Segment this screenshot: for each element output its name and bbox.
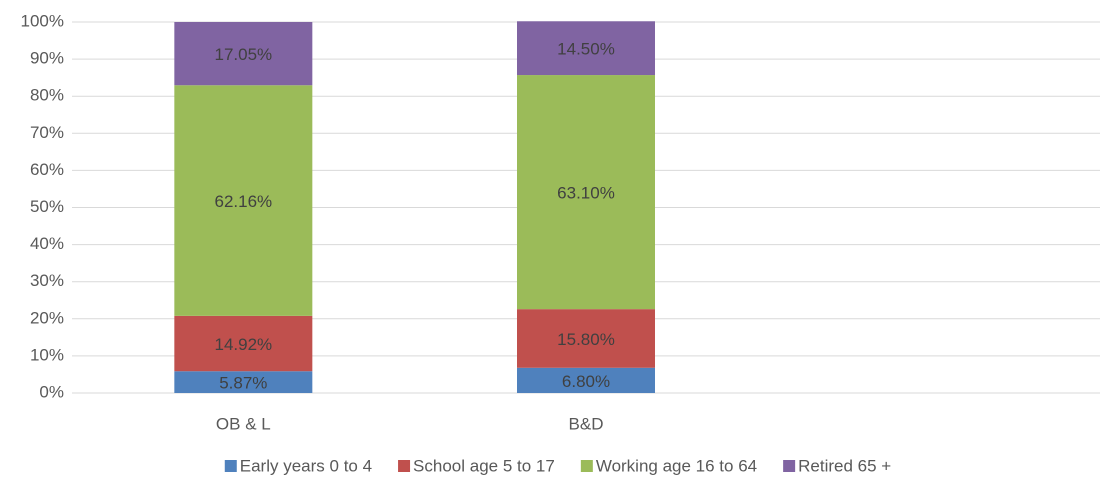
bar-segment xyxy=(174,371,313,393)
data-label: 62.16% xyxy=(214,192,272,211)
data-label: 14.92% xyxy=(214,335,272,354)
legend-marker xyxy=(224,460,237,472)
legend-label: Early years 0 to 4 xyxy=(240,456,372,475)
legend-label: School age 5 to 17 xyxy=(413,456,555,475)
bar-segment xyxy=(517,75,655,310)
data-label: 15.80% xyxy=(557,330,615,349)
legend-marker xyxy=(783,460,796,472)
data-label: 63.10% xyxy=(557,184,615,203)
legend-marker xyxy=(398,460,411,472)
y-tick-label: 40% xyxy=(30,234,64,253)
bar-segment xyxy=(174,85,313,316)
data-label: 14.50% xyxy=(557,40,615,59)
y-tick-label: 100% xyxy=(21,11,64,30)
y-tick-label: 60% xyxy=(30,160,64,179)
y-tick-label: 80% xyxy=(30,86,64,105)
bar-segment xyxy=(174,315,313,372)
y-tick-label: 50% xyxy=(30,197,64,216)
x-tick-label: OB & L xyxy=(216,414,271,433)
y-tick-label: 10% xyxy=(30,345,64,364)
y-tick-label: 20% xyxy=(30,308,64,327)
legend-label: Working age 16 to 64 xyxy=(596,456,757,475)
data-label: 6.80% xyxy=(562,372,610,391)
legend-marker xyxy=(580,460,593,472)
bar-segment xyxy=(517,367,655,393)
bar-segment xyxy=(517,21,655,76)
y-tick-label: 70% xyxy=(30,123,64,142)
y-tick-label: 30% xyxy=(30,271,64,290)
data-label: 17.05% xyxy=(214,45,272,64)
y-tick-label: 0% xyxy=(39,382,64,401)
legend-label: Retired 65 + xyxy=(798,456,891,475)
x-tick-label: B&D xyxy=(569,414,604,433)
bar-segment xyxy=(517,309,655,368)
y-tick-label: 90% xyxy=(30,49,64,68)
bar-segment xyxy=(174,22,313,86)
data-label: 5.87% xyxy=(219,374,267,393)
